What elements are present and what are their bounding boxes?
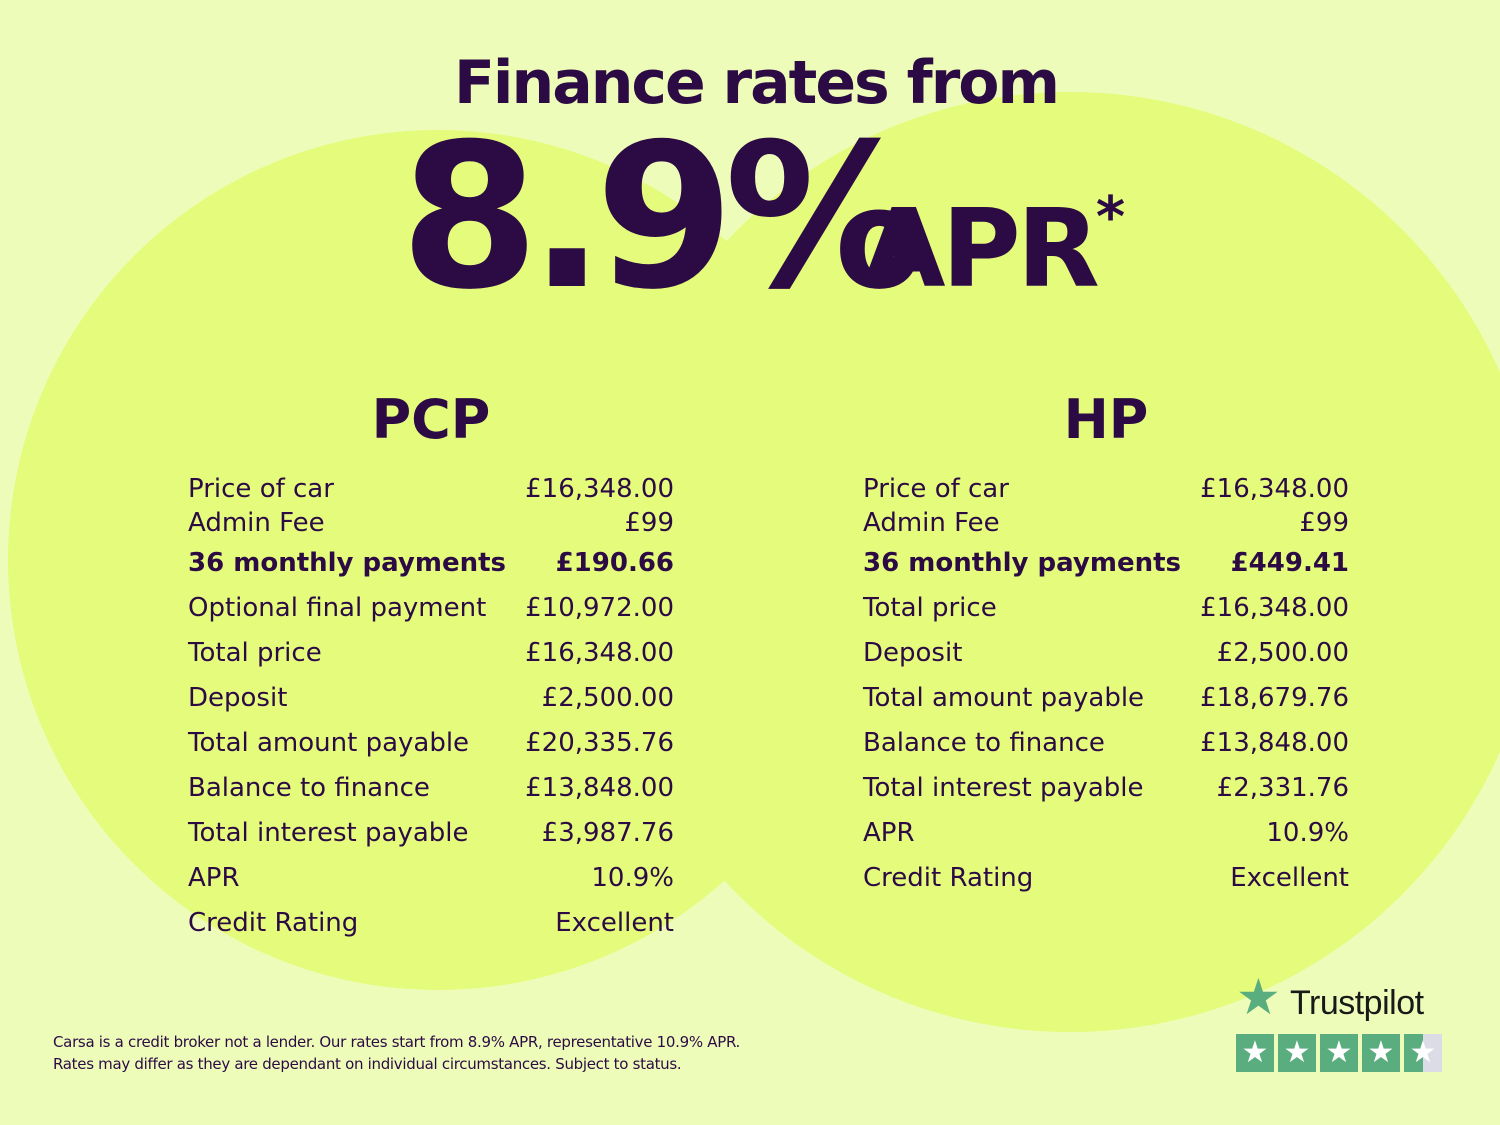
row-label: 36 monthly payments: [188, 547, 506, 578]
apr-label: APR: [862, 187, 1100, 312]
row-label: Price of car: [863, 474, 1009, 504]
row-value: £16,348.00: [525, 637, 674, 668]
table-row: Balance to finance £13,848.00: [188, 765, 674, 810]
pcp-table: Price of car £16,348.00 Admin Fee £99 36 mon…: [188, 472, 674, 945]
row-label: Total interest payable: [188, 817, 469, 848]
disclaimer: Carsa is a credit broker not a lender. O…: [53, 1031, 740, 1075]
row-value: £99: [1299, 508, 1349, 538]
row-label: 36 monthly payments: [863, 547, 1181, 578]
row-label: Admin Fee: [863, 508, 1000, 538]
table-row: APR 10.9%: [188, 855, 674, 900]
disclaimer-line: Rates may differ as they are dependant o…: [53, 1055, 682, 1073]
table-row: Balance to finance £13,848.00: [863, 720, 1349, 765]
table-row: Admin Fee £99: [188, 506, 674, 540]
table-row: Deposit £2,500.00: [863, 630, 1349, 675]
table-row: Total interest payable £3,987.76: [188, 810, 674, 855]
row-label: Optional final payment: [188, 592, 487, 623]
row-value: £2,500.00: [1216, 637, 1349, 668]
row-label: Total amount payable: [188, 727, 470, 758]
row-value: 10.9%: [591, 862, 674, 893]
row-value: £16,348.00: [1200, 474, 1349, 504]
row-value: 10.9%: [1266, 817, 1349, 848]
table-row: Price of car £16,348.00: [188, 472, 674, 506]
row-value: £99: [624, 508, 674, 538]
trustpilot-rating: ★ ★ ★ ★ ★: [1236, 1034, 1442, 1072]
row-label: Admin Fee: [188, 508, 325, 538]
table-row: Credit Rating Excellent: [188, 900, 674, 945]
table-row: APR 10.9%: [863, 810, 1349, 855]
table-row: Total price £16,348.00: [863, 585, 1349, 630]
table-row: Credit Rating Excellent: [863, 855, 1349, 900]
row-value: £3,987.76: [541, 817, 674, 848]
star-icon: ★: [1320, 1034, 1358, 1072]
star-icon: ★: [1236, 1034, 1274, 1072]
row-value: £449.41: [1230, 547, 1349, 578]
row-label: Total interest payable: [863, 772, 1144, 803]
pcp-title: PCP: [371, 388, 491, 451]
row-value: £18,679.76: [1200, 682, 1349, 713]
star-icon: ★: [1278, 1034, 1316, 1072]
half-star-icon: ★: [1404, 1034, 1442, 1072]
star-icon: ★: [1362, 1034, 1400, 1072]
hp-title: HP: [1063, 388, 1149, 451]
row-value: £13,848.00: [1200, 727, 1349, 758]
headline-rate: 8.9%: [400, 101, 925, 334]
table-row: Price of car £16,348.00: [863, 472, 1349, 506]
row-label: Balance to finance: [188, 772, 430, 803]
row-label: Deposit: [188, 682, 288, 713]
table-row: Total interest payable £2,331.76: [863, 765, 1349, 810]
table-row: Total price £16,348.00: [188, 630, 674, 675]
row-value: £20,335.76: [525, 727, 674, 758]
background-circle-right: [600, 92, 1500, 1032]
row-value: £13,848.00: [525, 772, 674, 803]
table-row: Total amount payable £18,679.76: [863, 675, 1349, 720]
asterisk: *: [1095, 185, 1125, 250]
row-label: Total amount payable: [863, 682, 1145, 713]
headline-apr: APR*: [862, 190, 1125, 304]
row-value: £2,331.76: [1216, 772, 1349, 803]
row-value: £190.66: [555, 547, 674, 578]
trustpilot-star-icon: ★: [1236, 968, 1281, 1026]
table-row: Admin Fee £99: [863, 506, 1349, 540]
hp-table: Price of car £16,348.00 Admin Fee £99 36 mon…: [863, 472, 1349, 900]
table-row: Deposit £2,500.00: [188, 675, 674, 720]
row-value: £2,500.00: [541, 682, 674, 713]
row-label: Total price: [188, 637, 322, 668]
table-row: 36 monthly payments £449.41: [863, 540, 1349, 585]
row-label: Deposit: [863, 637, 963, 668]
trustpilot-name: Trustpilot: [1290, 984, 1424, 1022]
row-label: APR: [863, 817, 915, 848]
row-value: £16,348.00: [1200, 592, 1349, 623]
disclaimer-line: Carsa is a credit broker not a lender. O…: [53, 1033, 740, 1051]
row-label: Balance to finance: [863, 727, 1105, 758]
table-row: 36 monthly payments £190.66: [188, 540, 674, 585]
row-value: Excellent: [555, 907, 674, 938]
row-label: Total price: [863, 592, 997, 623]
row-label: Price of car: [188, 474, 334, 504]
headline: Finance rates from: [453, 48, 1060, 118]
row-value: £10,972.00: [525, 592, 674, 623]
row-label: Credit Rating: [863, 862, 1034, 893]
row-value: Excellent: [1230, 862, 1349, 893]
row-value: £16,348.00: [525, 474, 674, 504]
table-row: Optional final payment £10,972.00: [188, 585, 674, 630]
row-label: APR: [188, 862, 240, 893]
row-label: Credit Rating: [188, 907, 359, 938]
table-row: Total amount payable £20,335.76: [188, 720, 674, 765]
